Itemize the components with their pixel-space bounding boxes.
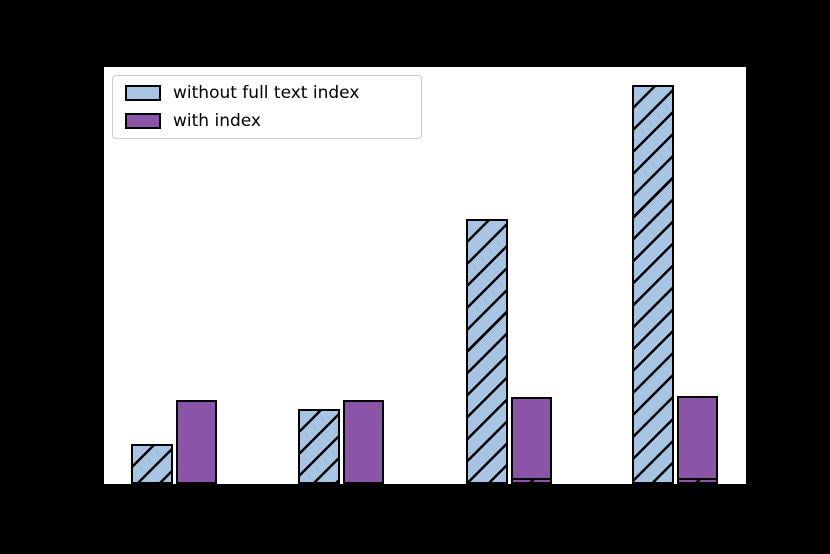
bar-series0-group4 [632,85,674,484]
legend-label-without-index: without full text index [173,83,360,103]
bar-series1-group4 [677,396,718,484]
legend-item-with-index: with index [125,107,409,135]
plot-area: without full text index with index [104,67,746,484]
bar-series1-group3 [510,397,552,484]
bar-series2-group4 [677,478,718,484]
bar-series0-group1 [131,444,173,484]
bar-series0-group2 [298,409,340,484]
bars-layer [104,67,746,484]
bar-series0-group3 [465,219,508,484]
bar-series1-group2 [343,400,384,484]
legend: without full text index with index [112,75,422,139]
legend-swatch-purple [125,113,161,129]
legend-label-with-index: with index [173,111,261,131]
bar-series2-group3 [510,478,552,484]
legend-item-without-index: without full text index [125,79,409,107]
legend-swatch-blue [125,85,161,101]
bar-series1-group1 [176,400,217,484]
